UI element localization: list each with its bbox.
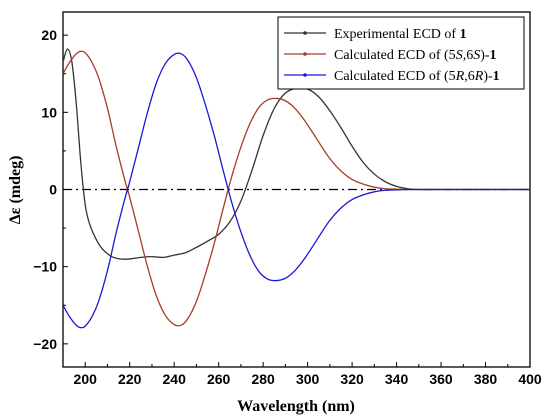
x-tick-label-200: 200 — [74, 371, 98, 387]
x-tick-label-340: 340 — [385, 371, 409, 387]
x-axis-label: Wavelength (nm) — [237, 398, 355, 415]
y-tick-label-0: 0 — [49, 182, 57, 198]
series-line-calc-5s6s — [62, 50, 530, 327]
legend-label-experimental: Experimental ECD of 1 — [334, 27, 467, 42]
x-tick-label-320: 320 — [340, 371, 364, 387]
y-tick-label-20: 20 — [41, 27, 57, 43]
series-line-calc-5r6r — [62, 52, 530, 329]
series-layer — [62, 48, 530, 329]
x-tick-label-380: 380 — [474, 371, 498, 387]
ticks-layer: 200 220 240 260 280 300 320 340 360 380 400 −20 −10 0… — [33, 27, 542, 387]
x-tick-label-360: 360 — [429, 371, 453, 387]
legend-marker-calc-5r6r — [303, 73, 307, 77]
legend-box — [277, 16, 525, 90]
x-tick-label-260: 260 — [207, 371, 231, 387]
y-tick-label--20: −20 — [33, 336, 57, 352]
legend-label-calc-5s6s: Calculated ECD of (5S,6S)-1 — [334, 48, 497, 63]
y-tick-label-10: 10 — [41, 104, 57, 120]
y-tick-label--10: −10 — [33, 259, 57, 275]
x-tick-label-400: 400 — [518, 371, 542, 387]
legend: Experimental ECD of 1 Calculated ECD of (… — [277, 16, 525, 90]
x-tick-label-240: 240 — [163, 371, 187, 387]
x-tick-label-280: 280 — [251, 371, 275, 387]
x-tick-label-300: 300 — [296, 371, 320, 387]
x-tick-label-220: 220 — [118, 371, 142, 387]
legend-label-calc-5r6r: Calculated ECD of (5R,6R)-1 — [334, 69, 500, 84]
legend-marker-calc-5s6s — [303, 52, 307, 56]
legend-marker-experimental — [303, 31, 307, 35]
y-axis-label: Δε (mdeg) — [7, 156, 24, 225]
